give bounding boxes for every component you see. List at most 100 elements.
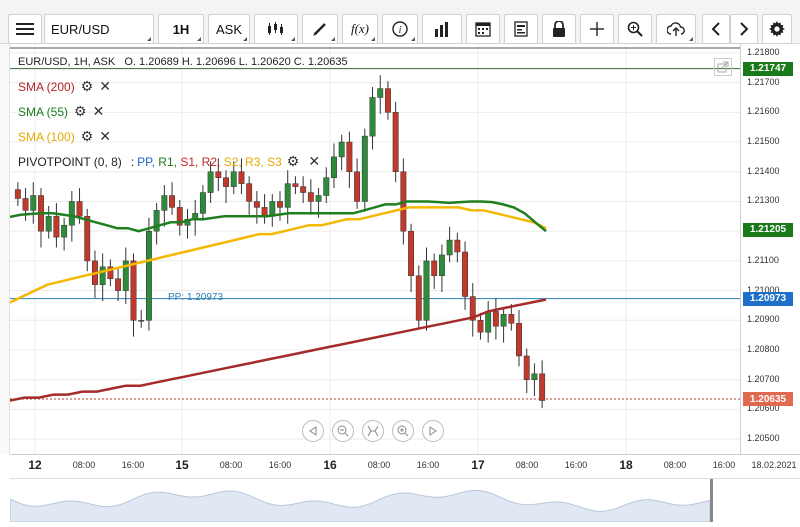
zoom-next-button[interactable] xyxy=(422,420,444,442)
candle xyxy=(246,183,253,202)
sma200-settings-icon[interactable]: ⚙ xyxy=(80,78,94,94)
draw-button[interactable] xyxy=(302,14,338,44)
price-tick-label: 1.20600 xyxy=(747,403,780,414)
candle xyxy=(153,210,160,232)
pivot-part: R1, xyxy=(158,154,181,169)
volume-button[interactable] xyxy=(422,14,462,44)
candle xyxy=(253,201,260,208)
scroll-right-button[interactable] xyxy=(730,14,758,44)
candle xyxy=(76,201,83,217)
candle xyxy=(415,275,422,321)
price-tick-label: 1.21400 xyxy=(747,165,780,176)
scroll-left-button[interactable] xyxy=(702,14,730,44)
popout-icon xyxy=(717,61,729,73)
pivot-close-icon[interactable]: ✕ xyxy=(308,153,321,169)
pivot-part: S1, xyxy=(180,154,202,169)
lock-button[interactable] xyxy=(542,14,576,44)
candle xyxy=(122,260,129,291)
time-tick-label: 08:00 xyxy=(515,460,539,470)
chart-area[interactable]: EUR/USD, 1H, ASK O. 1.20689 H. 1.20696 L… xyxy=(10,44,740,454)
price-axis[interactable]: 1.21800 1.21700 1.21600 1.21500 1.21400 1.213… xyxy=(740,44,800,454)
legend-pivot[interactable]: PIVOTPOINT (0, 8) : PP, R1, S1, R2, S2, … xyxy=(18,153,320,170)
sma55-label: SMA (55) xyxy=(18,104,69,119)
popout-button[interactable] xyxy=(714,58,732,76)
candle xyxy=(500,314,507,327)
navigator[interactable] xyxy=(9,478,800,523)
pivot-part: PP, xyxy=(137,154,159,169)
navigator-handle[interactable] xyxy=(710,479,713,522)
hamburger-icon xyxy=(16,23,34,35)
legend-sma200[interactable]: SMA (200) ⚙ ✕ xyxy=(18,78,111,95)
price-tick-label: 1.21700 xyxy=(747,76,780,87)
notes-button[interactable] xyxy=(504,14,538,44)
time-tick-label: 16:00 xyxy=(416,460,440,470)
zoom-fit-button[interactable] xyxy=(362,420,384,442)
time-day-label: 17 xyxy=(471,458,485,472)
pivot-part: S2, xyxy=(223,154,246,169)
menu-button[interactable] xyxy=(8,14,42,44)
indicators-button[interactable]: f(x) xyxy=(342,14,378,44)
next-icon xyxy=(429,426,437,436)
left-edge-handle[interactable] xyxy=(0,44,10,454)
candle xyxy=(431,260,438,276)
lock-icon xyxy=(553,21,565,37)
time-day-label: 16 xyxy=(323,458,337,472)
calendar-icon xyxy=(475,22,491,37)
chart-type-button[interactable] xyxy=(254,14,298,44)
candle xyxy=(492,311,499,327)
sma200-close-icon[interactable]: ✕ xyxy=(99,78,111,94)
document-icon xyxy=(514,21,528,37)
candle xyxy=(99,266,106,285)
zoom-in-button[interactable] xyxy=(392,420,414,442)
price-badge: 1.20973 xyxy=(743,291,793,306)
price-type-label: ASK xyxy=(215,21,242,37)
interval-select[interactable]: 1H xyxy=(158,14,204,44)
crosshair-button[interactable] xyxy=(580,14,614,44)
candle xyxy=(446,239,453,256)
zoom-controls xyxy=(302,420,444,442)
bar-chart-icon xyxy=(435,22,448,37)
info-button[interactable]: i xyxy=(382,14,418,44)
candle xyxy=(477,320,484,333)
legend-sma55[interactable]: SMA (55) ⚙ ✕ xyxy=(18,103,104,120)
sma55-line xyxy=(10,200,547,233)
price-badge: 1.21205 xyxy=(743,222,793,237)
symbol-input[interactable]: EUR/USD xyxy=(44,14,154,44)
candle xyxy=(130,260,137,321)
sma55-settings-icon[interactable]: ⚙ xyxy=(74,103,87,119)
upload-button[interactable] xyxy=(656,14,696,44)
candle xyxy=(485,311,492,333)
price-badge: 1.20635 xyxy=(743,392,793,407)
price-tick-label: 1.20500 xyxy=(747,433,780,444)
zoom-prev-button[interactable] xyxy=(302,420,324,442)
function-icon: f(x) xyxy=(350,21,370,36)
sma100-settings-icon[interactable]: ⚙ xyxy=(80,128,94,144)
navigator-chart xyxy=(9,479,713,523)
price-type-select[interactable]: ASK xyxy=(208,14,250,44)
candle xyxy=(531,373,538,380)
legend-sma100[interactable]: SMA (100) ⚙ ✕ xyxy=(18,128,111,145)
zoom-out-icon xyxy=(337,425,349,437)
symbol-text: EUR/USD xyxy=(51,21,110,37)
price-tick-label: 1.21600 xyxy=(747,106,780,117)
time-axis[interactable]: 12 08:00 16:00 15 08:00 16:00 16 08:00 16:00 17 08… xyxy=(10,454,800,478)
calendar-button[interactable] xyxy=(466,14,500,44)
candle xyxy=(176,207,183,226)
time-tick-label: 08:00 xyxy=(219,460,243,470)
sma100-close-icon[interactable]: ✕ xyxy=(99,128,111,144)
zoom-button[interactable] xyxy=(618,14,652,44)
price-chart[interactable] xyxy=(10,44,740,454)
navigator-area xyxy=(9,489,711,523)
candle xyxy=(61,224,68,238)
pivot-settings-icon[interactable]: ⚙ xyxy=(286,153,300,169)
sma55-close-icon[interactable]: ✕ xyxy=(92,103,105,119)
candle xyxy=(14,189,21,199)
ohlc-values: O. 1.20689 H. 1.20696 L. 1.20620 C. 1.20… xyxy=(124,56,348,68)
price-tick-label: 1.21300 xyxy=(747,195,780,206)
pivot-sep: : xyxy=(130,154,135,169)
zoom-icon xyxy=(627,21,643,37)
candle xyxy=(300,186,307,193)
candle xyxy=(215,171,222,178)
zoom-out-button[interactable] xyxy=(332,420,354,442)
settings-button[interactable] xyxy=(762,14,792,44)
